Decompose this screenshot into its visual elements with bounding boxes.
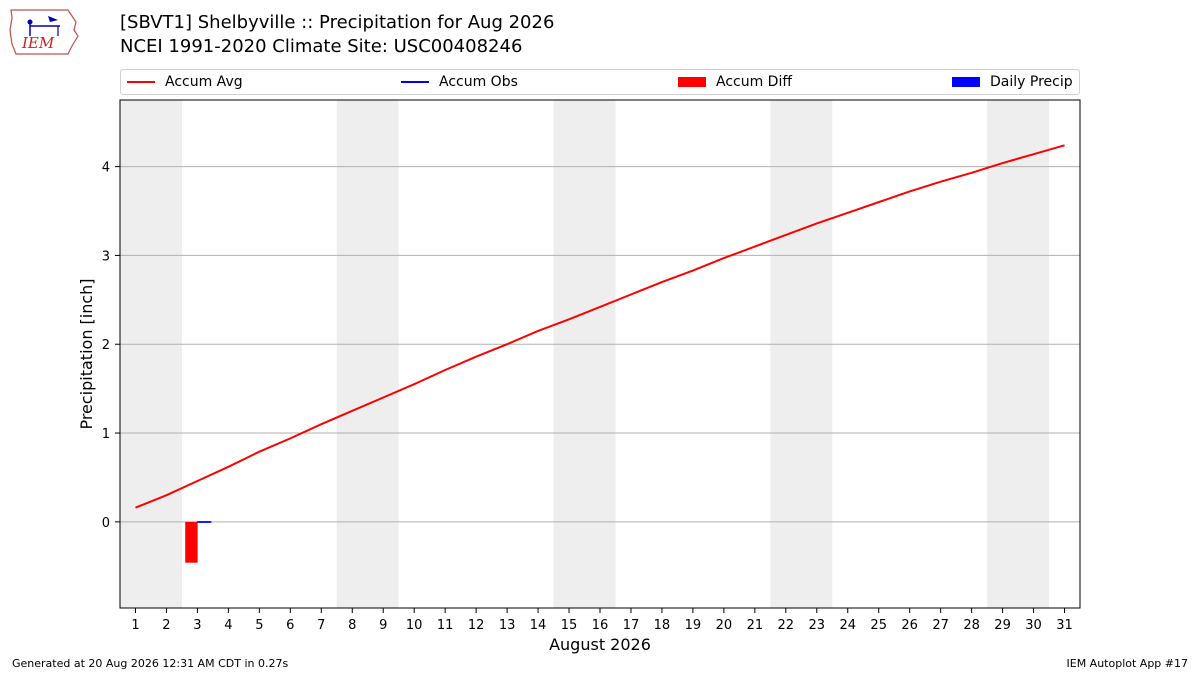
weekend-band-2 [336, 100, 399, 608]
x-tick-label-24: 24 [839, 618, 856, 633]
legend-label-daily-precip: Daily Precip [990, 74, 1073, 90]
x-tick-label-10: 10 [406, 618, 423, 633]
footer-app-text: IEM Autoplot App #17 [1066, 657, 1189, 670]
legend-label-accum-diff: Accum Diff [716, 74, 793, 90]
x-tick-label-19: 19 [685, 618, 702, 633]
x-tick-label-18: 18 [654, 618, 671, 633]
legend-swatch-accum-diff [678, 77, 706, 87]
legend-swatch-daily-precip [952, 77, 980, 87]
x-tick-label-3: 3 [193, 618, 201, 633]
chart-title: [SBVT1] Shelbyville :: Precipitation for… [120, 12, 555, 33]
weekend-band-5 [987, 100, 1050, 608]
x-tick-label-5: 5 [255, 618, 263, 633]
series-lines [135, 144, 1065, 523]
y-ticks: 0 1 2 3 4 [102, 161, 120, 531]
x-tick-label-2: 2 [162, 618, 170, 633]
x-tick-label-25: 25 [870, 618, 887, 633]
y-axis-label: Precipitation [inch] [77, 278, 96, 429]
legend-label-accum-avg: Accum Avg [165, 74, 243, 90]
y-tick-label-2: 2 [102, 338, 110, 353]
logo-text: IEM [21, 34, 55, 52]
iem-logo: IEM [9, 9, 79, 55]
legend-swatch-accum-avg [127, 81, 155, 83]
legend: Accum Avg Accum Obs Accum Diff Daily Pre… [120, 69, 1080, 95]
x-tick-label-30: 30 [1025, 618, 1042, 633]
x-axis-label: August 2026 [549, 635, 651, 654]
x-tick-label-14: 14 [530, 618, 547, 633]
iowa-outline-icon [9, 9, 79, 55]
x-tick-label-6: 6 [286, 618, 294, 633]
x-tick-label-23: 23 [809, 618, 826, 633]
weekend-band-4 [770, 100, 833, 608]
x-tick-label-31: 31 [1056, 618, 1073, 633]
y-tick-label-3: 3 [102, 249, 110, 264]
x-tick-label-17: 17 [623, 618, 640, 633]
weekend-bands [120, 100, 1050, 608]
x-tick-label-29: 29 [994, 618, 1011, 633]
x-tick-label-8: 8 [348, 618, 356, 633]
weekend-band-3 [553, 100, 616, 608]
x-tick-label-7: 7 [317, 618, 325, 633]
accum-avg-line [135, 144, 1065, 509]
weekend-band-1 [120, 100, 182, 608]
x-tick-label-28: 28 [963, 618, 980, 633]
y-tick-label-1: 1 [102, 427, 110, 442]
legend-item-accum-avg: Accum Avg [127, 70, 243, 94]
bars [185, 521, 211, 563]
grid-lines [120, 166, 1080, 523]
x-tick-label-20: 20 [716, 618, 733, 633]
legend-swatch-accum-obs [401, 81, 429, 83]
x-tick-label-15: 15 [561, 618, 578, 633]
x-tick-label-1: 1 [131, 618, 139, 633]
x-tick-label-11: 11 [437, 618, 454, 633]
x-tick-label-22: 22 [778, 618, 795, 633]
daily-precip-bar-3 [198, 521, 211, 523]
x-tick-label-13: 13 [499, 618, 516, 633]
x-tick-label-21: 21 [747, 618, 764, 633]
legend-item-accum-obs: Accum Obs [401, 70, 518, 94]
x-ticks: 1 2 3 4 5 6 7 8 9 10 11 12 13 14 15 16 17 18 19 20 21 22 23 24 2… [131, 608, 1073, 633]
y-tick-label-0: 0 [102, 516, 110, 531]
legend-item-daily-precip: Daily Precip [952, 70, 1073, 94]
x-tick-label-12: 12 [468, 618, 485, 633]
y-tick-label-4: 4 [102, 161, 110, 176]
x-tick-label-16: 16 [592, 618, 609, 633]
x-tick-label-26: 26 [901, 618, 918, 633]
legend-label-accum-obs: Accum Obs [439, 74, 518, 90]
accum-diff-bar-3 [185, 521, 198, 563]
x-tick-label-9: 9 [379, 618, 387, 633]
chart-subtitle: NCEI 1991-2020 Climate Site: USC00408246 [120, 36, 523, 57]
x-tick-label-27: 27 [932, 618, 949, 633]
x-tick-label-4: 4 [224, 618, 232, 633]
plot-frame [119, 99, 1081, 609]
legend-item-accum-diff: Accum Diff [678, 70, 792, 94]
footer-generated-text: Generated at 20 Aug 2026 12:31 AM CDT in… [12, 657, 289, 670]
